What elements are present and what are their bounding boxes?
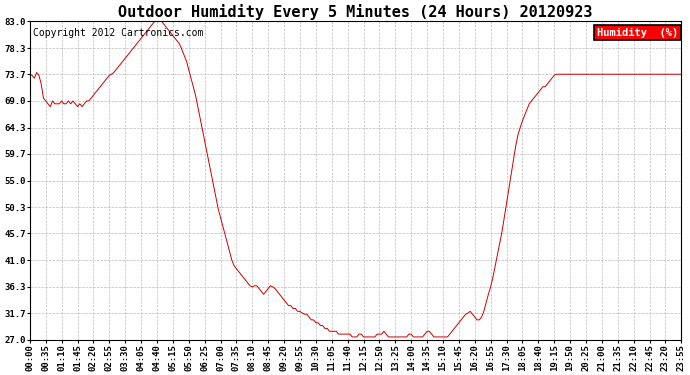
- Title: Outdoor Humidity Every 5 Minutes (24 Hours) 20120923: Outdoor Humidity Every 5 Minutes (24 Hou…: [118, 4, 593, 20]
- Text: Copyright 2012 Cartronics.com: Copyright 2012 Cartronics.com: [33, 28, 204, 38]
- Text: Humidity  (%): Humidity (%): [597, 28, 678, 38]
